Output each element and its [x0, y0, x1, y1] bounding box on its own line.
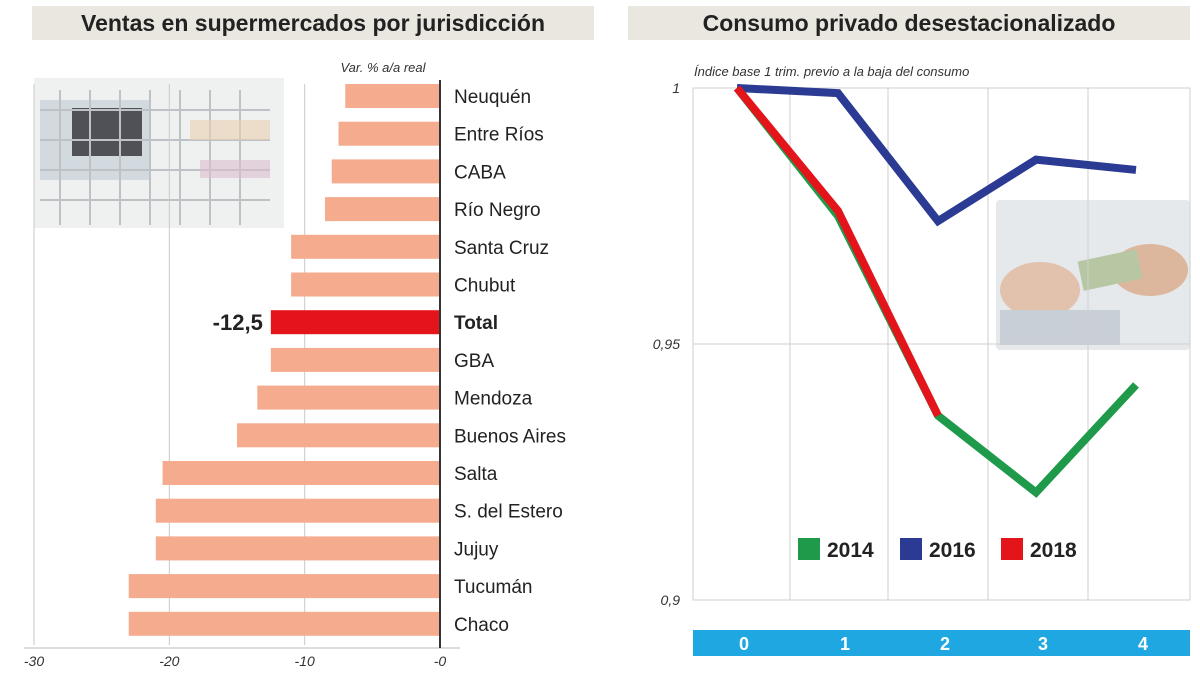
- x-tick-label: 0: [739, 634, 749, 654]
- x-tick-label: -10: [295, 653, 315, 669]
- category-label: S. del Estero: [454, 502, 563, 523]
- bar-chart: Neuquén Entre Ríos CABA Río Negro Santa Cruz…: [24, 60, 566, 669]
- x-tick-label: 4: [1138, 634, 1148, 654]
- bar-s-del-estero: [155, 498, 441, 523]
- bar-jujuy: [155, 536, 441, 561]
- category-label: CABA: [454, 162, 506, 183]
- bar-chubut: [291, 272, 440, 297]
- category-label: Total: [454, 313, 498, 334]
- x-tick-label: 2: [940, 634, 950, 654]
- index-subtitle: Índice base 1 trim. previo a la baja del…: [694, 64, 969, 79]
- y-tick-label: 0,9: [661, 592, 681, 608]
- bar-tucum-n: [128, 574, 440, 599]
- bar-gba: [270, 347, 440, 372]
- legend-swatch-2016: [900, 538, 922, 560]
- bar-salta: [162, 461, 441, 485]
- x-tick-label: -20: [159, 653, 179, 669]
- series-line-2018: [733, 85, 942, 418]
- category-label: Tucumán: [454, 577, 533, 598]
- category-label: Salta: [454, 464, 498, 485]
- bar-neuqu-n: [345, 84, 440, 108]
- bar-buenos-aires: [237, 423, 440, 448]
- total-value-label: -12,5: [213, 310, 263, 335]
- category-label: Chubut: [454, 276, 516, 297]
- y-tick-label: 1: [672, 80, 680, 96]
- category-label: GBA: [454, 351, 494, 372]
- category-label: Entre Ríos: [454, 125, 544, 146]
- category-label: Mendoza: [454, 389, 533, 410]
- unit-note: Var. % a/a real: [340, 60, 426, 75]
- legend-label-2018: 2018: [1030, 539, 1077, 562]
- bar-caba: [331, 159, 440, 184]
- x-tick-label: 3: [1038, 634, 1048, 654]
- x-axis-band: [693, 630, 1190, 656]
- money-photo: [996, 200, 1190, 350]
- bar-entre-r-os: [338, 121, 440, 146]
- bar-total: [270, 310, 440, 335]
- legend-label-2014: 2014: [827, 539, 874, 562]
- bar-santa-cruz: [291, 234, 440, 259]
- category-label: Neuquén: [454, 87, 531, 108]
- legend-swatch-2014: [798, 538, 820, 560]
- bar-mendoza: [257, 385, 440, 410]
- right-chart-title: Consumo privado desestacionalizado: [628, 6, 1190, 40]
- supermarket-photo: [34, 78, 284, 228]
- bar-chaco: [128, 611, 440, 636]
- y-tick-label: 0,95: [653, 336, 680, 352]
- category-label: Buenos Aires: [454, 426, 566, 447]
- legend-swatch-2018: [1001, 538, 1023, 560]
- x-tick-label: 1: [840, 634, 850, 654]
- category-label: Santa Cruz: [454, 238, 549, 259]
- x-tick-label: -0: [434, 653, 447, 669]
- category-label: Jujuy: [454, 539, 499, 560]
- legend-label-2016: 2016: [929, 539, 976, 562]
- series-line-2016: [736, 84, 1137, 227]
- x-tick-label: -30: [24, 653, 44, 669]
- left-chart-title: Ventas en supermercados por jurisdicción: [32, 6, 594, 40]
- category-label: Chaco: [454, 615, 509, 636]
- bar-r-o-negro: [324, 197, 440, 222]
- category-label: Río Negro: [454, 200, 541, 221]
